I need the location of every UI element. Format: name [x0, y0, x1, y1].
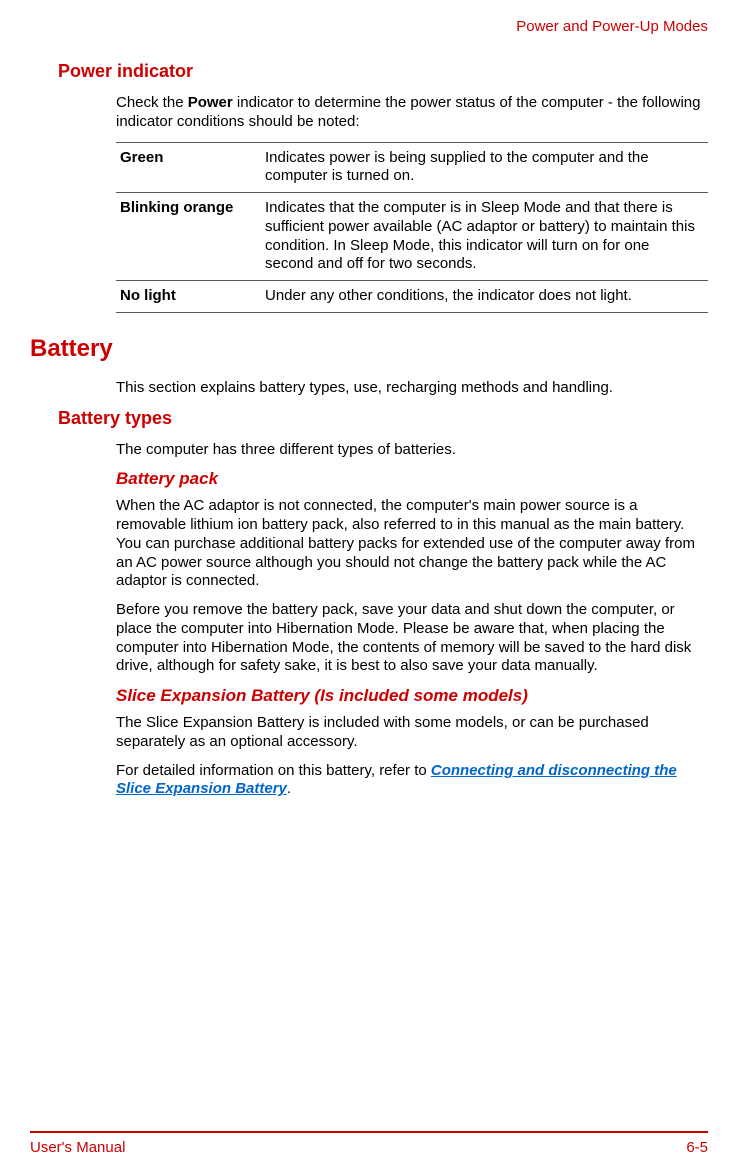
heading-power-indicator: Power indicator	[58, 61, 708, 82]
indicator-desc: Indicates power is being supplied to the…	[261, 142, 708, 193]
table-row: Green Indicates power is being supplied …	[116, 142, 708, 193]
indicator-desc: Under any other conditions, the indicato…	[261, 281, 708, 313]
battery-types-intro: The computer has three different types o…	[116, 441, 708, 460]
slice-p2: For detailed information on this battery…	[116, 762, 708, 800]
table-row: Blinking orange Indicates that the compu…	[116, 193, 708, 281]
table-row: No light Under any other conditions, the…	[116, 281, 708, 313]
battery-pack-p2: Before you remove the battery pack, save…	[116, 601, 708, 676]
content-area: Power indicator Check the Power indicato…	[30, 55, 708, 1131]
heading-battery-types: Battery types	[58, 408, 708, 429]
indicator-label: No light	[116, 281, 261, 313]
heading-battery-pack: Battery pack	[116, 469, 708, 489]
page: Power and Power-Up Modes Power indicator…	[0, 0, 738, 1172]
power-indicator-intro: Check the Power indicator to determine t…	[116, 94, 708, 132]
indicator-table: Green Indicates power is being supplied …	[116, 142, 708, 313]
text-fragment: .	[287, 780, 291, 797]
footer-page-number: 6-5	[686, 1139, 708, 1156]
heading-battery: Battery	[30, 335, 708, 363]
text-fragment: For detailed information on this battery…	[116, 762, 431, 779]
heading-slice-expansion: Slice Expansion Battery (Is included som…	[116, 686, 708, 706]
page-footer: User's Manual 6-5	[30, 1131, 708, 1172]
indicator-label: Blinking orange	[116, 193, 261, 281]
indicator-label: Green	[116, 142, 261, 193]
running-header: Power and Power-Up Modes	[30, 18, 708, 35]
battery-pack-p1: When the AC adaptor is not connected, th…	[116, 497, 708, 591]
indicator-desc: Indicates that the computer is in Sleep …	[261, 193, 708, 281]
bold-power-word: Power	[188, 94, 233, 111]
footer-left: User's Manual	[30, 1139, 125, 1156]
text-fragment: Check the	[116, 94, 188, 111]
battery-intro: This section explains battery types, use…	[116, 379, 708, 398]
slice-p1: The Slice Expansion Battery is included …	[116, 714, 708, 752]
